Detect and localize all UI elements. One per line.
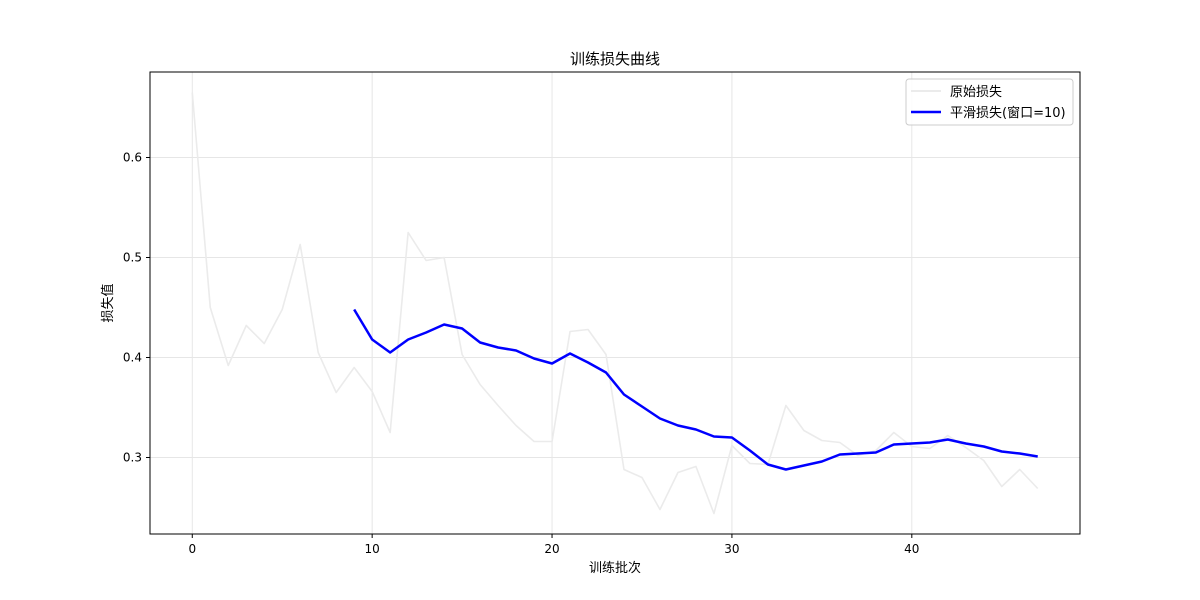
x-tick-label: 0 bbox=[188, 542, 196, 556]
smoothed-loss-line bbox=[353, 308, 1038, 471]
legend-label-raw-loss: 原始损失 bbox=[950, 85, 1002, 100]
x-axis-label: 训练批次 bbox=[589, 560, 641, 576]
x-tick-label: 20 bbox=[544, 542, 559, 556]
tick-layer: 0 10 20 30 40 0.3 0.4 0.5 0.6 bbox=[123, 151, 920, 557]
y-tick-label: 0.3 bbox=[123, 451, 142, 465]
grid-layer bbox=[150, 72, 1080, 534]
y-tick-label: 0.5 bbox=[123, 251, 142, 265]
chart-title: 训练损失曲线 bbox=[570, 50, 660, 68]
y-tick-label: 0.6 bbox=[123, 151, 142, 165]
legend-box bbox=[905, 78, 1074, 126]
y-tick-label: 0.4 bbox=[123, 351, 142, 365]
legend: 原始损失 平滑损失(窗口=10) bbox=[905, 78, 1074, 126]
plot-area-frame bbox=[149, 71, 1081, 535]
legend-label-smoothed-loss: 平滑损失(窗口=10) bbox=[950, 105, 1066, 121]
y-axis-label: 损失值 bbox=[100, 283, 116, 322]
series-layer bbox=[191, 92, 1039, 515]
x-tick-label: 30 bbox=[724, 542, 739, 556]
x-tick-label: 40 bbox=[904, 542, 919, 556]
raw-loss-line bbox=[191, 92, 1039, 515]
x-tick-label: 10 bbox=[365, 542, 380, 556]
